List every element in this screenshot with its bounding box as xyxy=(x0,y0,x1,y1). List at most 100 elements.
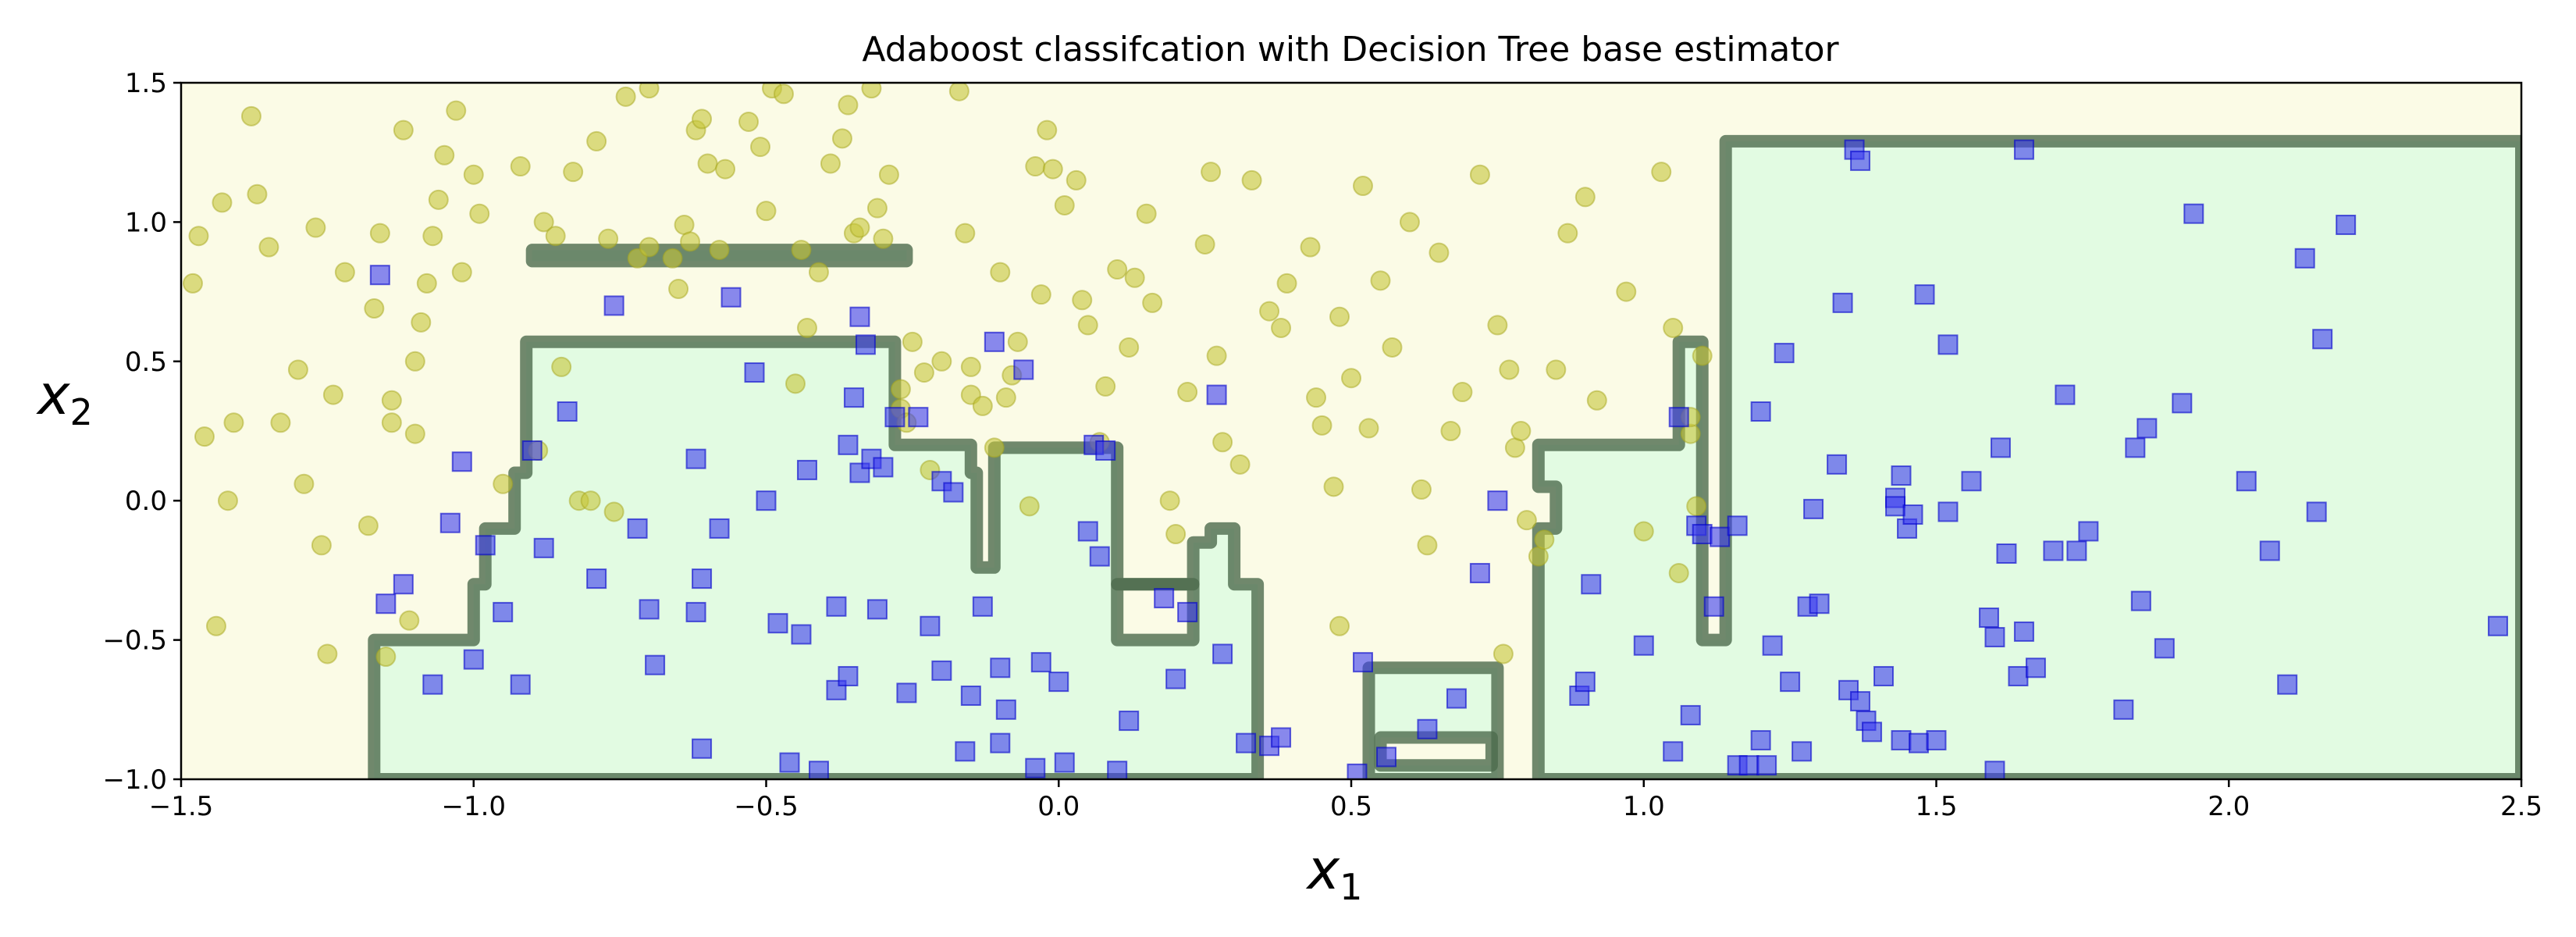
class1-point xyxy=(744,362,765,383)
class0-point xyxy=(416,273,437,294)
class1-point xyxy=(1978,607,1999,629)
class0-point xyxy=(317,643,338,664)
class1-point xyxy=(1774,343,1795,364)
class0-point xyxy=(1311,415,1332,436)
class1-point xyxy=(1352,652,1373,673)
class1-point xyxy=(369,265,390,286)
class0-point xyxy=(773,84,794,105)
class0-point xyxy=(1072,290,1093,311)
class1-point xyxy=(1048,672,1069,693)
class0-point xyxy=(1493,643,1514,664)
class1-point xyxy=(1914,284,1935,305)
class0-point xyxy=(1692,345,1713,366)
x-tick-label: 1.5 xyxy=(1915,791,1957,822)
class1-point xyxy=(1013,359,1034,380)
class0-point xyxy=(1504,437,1525,458)
y-tick-label: 1.0 xyxy=(125,207,167,238)
class1-point xyxy=(692,568,713,590)
class1-point xyxy=(838,665,859,686)
class1-point xyxy=(796,459,817,480)
class0-point xyxy=(1370,270,1391,291)
class1-point xyxy=(767,613,788,634)
class1-point xyxy=(1710,526,1731,547)
class0-point xyxy=(451,262,472,283)
class1-point xyxy=(756,490,777,511)
x-tick-label: 2.0 xyxy=(2208,791,2250,822)
class1-point xyxy=(1581,574,1602,595)
class0-point xyxy=(212,192,233,213)
class0-point xyxy=(791,240,812,261)
class1-point xyxy=(808,761,829,779)
class1-point xyxy=(1827,454,1848,475)
class1-point xyxy=(2013,139,2034,160)
class1-point xyxy=(1984,761,2005,779)
class0-point xyxy=(1341,368,1361,389)
y-tick-label: 0.0 xyxy=(125,486,167,517)
class0-point xyxy=(1077,315,1098,336)
class1-point xyxy=(2055,384,2076,405)
class0-point xyxy=(434,144,455,166)
class1-point xyxy=(1902,504,1923,526)
class0-point xyxy=(247,183,268,205)
class0-point xyxy=(785,373,806,394)
class1-point xyxy=(1095,440,1116,461)
class0-point xyxy=(182,273,203,294)
class1-point xyxy=(1077,521,1098,542)
class1-point xyxy=(493,601,514,622)
class0-point xyxy=(404,351,425,372)
class0-point xyxy=(393,119,414,141)
class0-point xyxy=(873,228,894,249)
class0-point xyxy=(750,137,771,158)
decision-region-3 xyxy=(1380,737,1492,766)
class1-point xyxy=(896,682,917,704)
class1-point xyxy=(1832,292,1853,313)
class0-point xyxy=(1680,423,1701,444)
class1-point xyxy=(1984,627,2005,648)
class1-point xyxy=(2277,674,2298,695)
class0-point xyxy=(446,100,467,121)
class0-point xyxy=(697,153,718,174)
class1-point xyxy=(521,440,543,461)
class0-point xyxy=(533,212,554,233)
class1-point xyxy=(2312,329,2333,350)
class0-point xyxy=(890,379,911,400)
class1-point xyxy=(838,434,859,455)
class1-point xyxy=(1850,150,1871,171)
class1-point xyxy=(2172,393,2193,414)
class1-points xyxy=(369,139,2509,779)
class0-point xyxy=(1510,421,1532,441)
y-axis-label-sub: 2 xyxy=(69,391,92,433)
class0-point xyxy=(1323,476,1344,497)
y-axis-label-base: x xyxy=(36,363,70,427)
class0-point xyxy=(311,535,332,556)
class1-point xyxy=(920,615,941,636)
class1-point xyxy=(1937,334,1959,355)
class1-point xyxy=(1633,635,1654,656)
class1-point xyxy=(1803,498,1824,519)
class1-point xyxy=(1756,755,1777,776)
class0-point xyxy=(990,262,1011,283)
class1-point xyxy=(1469,562,1490,583)
class1-point xyxy=(1738,755,1759,776)
class0-point xyxy=(1440,421,1461,441)
class0-point xyxy=(680,231,701,252)
decision-region-4 xyxy=(1538,141,2521,779)
class1-point xyxy=(475,535,496,556)
class1-point xyxy=(645,654,666,675)
class0-point xyxy=(1452,382,1473,403)
class1-point xyxy=(2008,665,2029,686)
class0-point xyxy=(1037,119,1058,141)
x-tick-label: 1.0 xyxy=(1623,791,1665,822)
class1-point xyxy=(2013,621,2034,642)
class0-point xyxy=(1534,529,1555,550)
class0-point xyxy=(364,298,385,319)
class1-point xyxy=(849,306,870,327)
class1-point xyxy=(1862,721,1883,743)
class0-point xyxy=(194,426,215,447)
class0-point xyxy=(1469,164,1490,185)
x-axis-label-sub: 1 xyxy=(1340,866,1362,908)
class0-point xyxy=(369,223,390,244)
x-tick-label: −1.5 xyxy=(149,791,214,822)
class1-point xyxy=(2066,540,2087,561)
